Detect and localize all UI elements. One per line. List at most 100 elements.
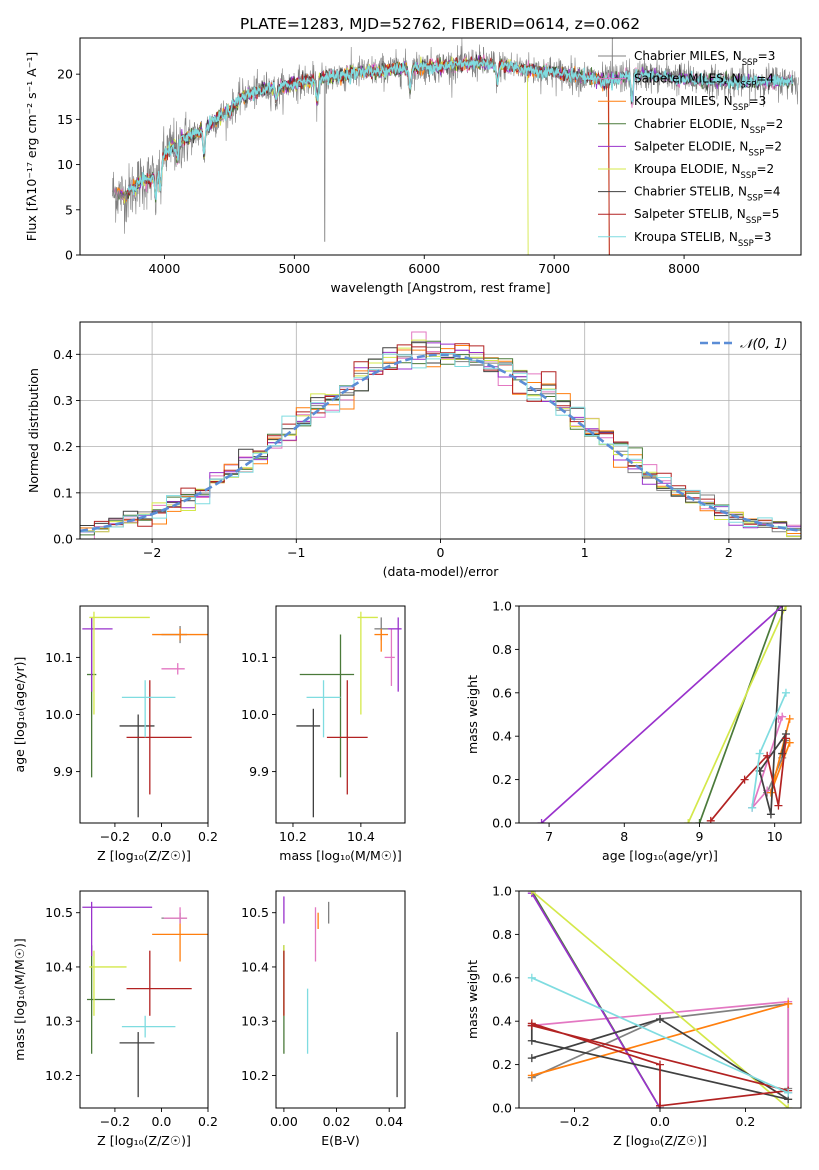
errorbar-point	[326, 680, 368, 795]
x-tick-label: 0.04	[375, 1114, 403, 1129]
weight-marker	[784, 1088, 793, 1097]
x-tick-label: 10.2	[279, 829, 307, 844]
axes-border	[79, 605, 209, 824]
x-tick-label: 4000	[149, 261, 181, 276]
y-tick-label: 1.0	[492, 884, 512, 899]
weight-marker	[706, 816, 715, 823]
y-axis-label: mass [log₁₀(M/M☉)]	[12, 938, 27, 1060]
y-axis-label: mass weight	[465, 675, 480, 754]
y-axis-label: age [log₁₀(age/yr)]	[12, 657, 27, 773]
y-tick-label: 0.8	[492, 642, 512, 657]
axes-border	[79, 890, 209, 1109]
x-tick-label: 0.0	[152, 1114, 172, 1129]
x-axis-label: age [log₁₀(age/yr)]	[602, 848, 718, 863]
plot-area	[80, 331, 801, 539]
axes-frame: −2 −1 0 1 2 0.0 0.1 0.2 0.3 0.4 (data-model)/error…	[26, 321, 802, 579]
weight-line	[531, 977, 789, 1094]
weight-marker	[695, 819, 704, 823]
y-tick-label: 10.5	[241, 905, 269, 920]
panel-mass-vs-ebv: 0.00 0.02 0.04 10.2 10.3 10.4 10.5 E(B-V)	[241, 890, 406, 1148]
spectrum-model-line	[116, 58, 610, 255]
y-tick-label: 10.3	[241, 1014, 269, 1029]
x-tick-label: 9	[696, 829, 704, 844]
y-tick-label: 9.9	[249, 764, 269, 779]
axes-frame: −0.2 0.0 0.2 0.0 0.2 0.4 0.6 0.8 1.0 Z [log₁₀(Z/Z…	[465, 884, 802, 1148]
y-tick-label: 10.0	[45, 707, 73, 722]
panel-weight-vs-z: −0.2 0.0 0.2 0.0 0.2 0.4 0.6 0.8 1.0 Z [log₁₀(Z/Z…	[465, 884, 802, 1148]
x-tick-label: 7000	[538, 261, 570, 276]
plot-area	[112, 38, 799, 255]
x-tick-label: 0.02	[323, 1114, 351, 1129]
y-tick-label: 0.2	[492, 1057, 512, 1072]
errorbar-point	[126, 680, 192, 795]
x-tick-label: 0.0	[152, 829, 172, 844]
panel-mass-vs-z: −0.2 0.0 0.2 10.2 10.3 10.4 10.5 Z [log₁₀(Z/Z☉)…	[12, 890, 218, 1148]
errorbar-point	[357, 611, 378, 715]
spectrum-model-line	[127, 58, 794, 200]
x-tick-label: 0.2	[198, 829, 218, 844]
weight-marker	[784, 999, 793, 1008]
plot-area	[82, 611, 208, 818]
y-tick-label: 0.2	[53, 439, 73, 454]
x-tick-label: 7	[545, 829, 553, 844]
axes-border	[518, 605, 802, 824]
panel-age-vs-z: −0.2 0.0 0.2 9.9 10.0 10.1 Z [log₁₀(Z/Z☉)] age …	[12, 605, 218, 863]
errorbar-point	[161, 663, 185, 675]
weight-line	[751, 714, 784, 809]
axes-frame: −0.2 0.0 0.2 10.2 10.3 10.4 10.5 Z [log₁₀(Z/Z☉)…	[12, 890, 218, 1148]
x-tick-label: 0.2	[198, 1114, 218, 1129]
plot-area	[296, 611, 402, 818]
x-axis-label: mass [log₁₀(M/M☉)]	[279, 848, 401, 863]
errorbar-point	[82, 617, 113, 692]
y-tick-label: 10.0	[241, 707, 269, 722]
errorbar-point	[82, 901, 153, 957]
x-tick-label: 0.0	[650, 1114, 670, 1129]
panel-spectrum: 4000 5000 6000 7000 8000 0 5 10 15 20 wavelength […	[24, 37, 802, 295]
weight-marker	[755, 749, 764, 758]
y-tick-label: 10.2	[241, 1068, 269, 1083]
x-tick-label: 1	[581, 545, 589, 560]
legend-label: Salpeter ELODIE, NSSP=2	[634, 139, 782, 158]
errorbar-point	[126, 950, 192, 1016]
spectrum-model-line	[125, 56, 610, 255]
weight-marker	[740, 775, 749, 784]
y-tick-label: 9.9	[53, 764, 73, 779]
errorbar-point	[152, 923, 208, 962]
legend-label: Kroupa ELODIE, NSSP=2	[634, 162, 774, 181]
y-tick-label: 0.4	[492, 729, 512, 744]
y-tick-label: 0.8	[492, 927, 512, 942]
legend-label: Salpeter MILES, NSSP=4	[634, 72, 774, 91]
axes-frame: −0.2 0.0 0.2 9.9 10.0 10.1 Z [log₁₀(Z/Z☉)] age …	[12, 605, 218, 863]
y-tick-label: 0.4	[53, 347, 73, 362]
weight-line	[531, 892, 661, 1108]
x-tick-label: −2	[143, 545, 161, 560]
x-tick-label: 2	[725, 545, 733, 560]
weight-marker	[656, 1060, 664, 1069]
y-tick-label: 10.1	[45, 650, 73, 665]
y-tick-label: 5	[65, 202, 73, 217]
legend-label: Kroupa STELIB, NSSP=3	[634, 230, 772, 249]
weight-marker	[781, 688, 790, 697]
weight-marker	[763, 751, 772, 760]
weight-marker	[684, 819, 693, 823]
y-tick-label: 0.3	[53, 393, 73, 408]
y-tick-label: 0.0	[53, 532, 73, 547]
weight-marker	[778, 606, 787, 615]
axes-frame: 4000 5000 6000 7000 8000 0 5 10 15 20 wavelength […	[24, 37, 802, 295]
y-tick-label: 10.3	[45, 1014, 73, 1029]
y-axis-label: Normed distribution	[26, 368, 41, 493]
x-axis-label: (data-model)/error	[383, 564, 500, 579]
y-axis-label: mass weight	[465, 960, 480, 1039]
weight-marker	[781, 734, 790, 743]
weight-marker	[656, 1101, 664, 1108]
errorbar-point	[121, 680, 176, 738]
x-axis-label: Z [log₁₀(Z/Z☉)]	[97, 848, 191, 863]
errorbar-point	[89, 611, 150, 715]
errorbar-point	[296, 708, 321, 818]
y-tick-label: 0.0	[492, 1101, 512, 1116]
weight-line	[531, 1002, 789, 1077]
x-axis-label: Z [log₁₀(Z/Z☉)]	[613, 1133, 707, 1148]
plot-area	[537, 606, 794, 823]
weight-marker	[527, 1036, 536, 1045]
panel-age-vs-mass: 10.2 10.4 9.9 10.0 10.1 mass [log₁₀(M/M☉)]	[241, 605, 406, 863]
